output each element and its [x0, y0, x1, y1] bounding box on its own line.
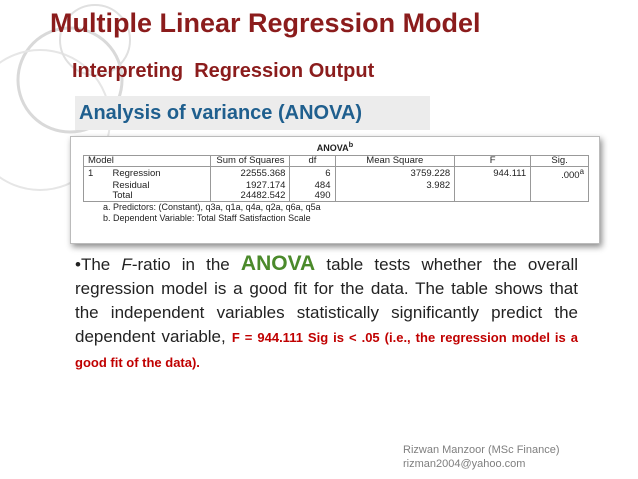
anova-table: Model Sum of Squares df Mean Square F Si…	[82, 155, 589, 203]
anova-table-image: ANOVAb Model Sum of Squares df Mean Squa…	[70, 136, 600, 244]
credit: Rizwan Manzoor (MSc Finance) rizman2004@…	[403, 443, 560, 471]
text: •The	[75, 255, 122, 274]
df: 484	[289, 181, 336, 192]
f-value: 944.111	[454, 166, 532, 182]
header: Sig.	[530, 155, 589, 167]
caption: ANOVA	[316, 143, 349, 153]
text: -ratio in the	[131, 255, 241, 274]
text-emphasis: F = 944.111 Sig is < .05 (i.e., the regr…	[75, 330, 578, 370]
row-label: Residual	[108, 181, 212, 192]
text: table tests whether the overall regressi…	[75, 255, 579, 346]
table-caption: ANOVAb	[71, 140, 599, 153]
row-label: Regression	[108, 166, 212, 182]
title: Multiple Linear Regression Model	[50, 8, 481, 38]
author: Rizwan Manzoor (MSc Finance)	[403, 444, 560, 456]
body-text: •The F-ratio in the ANOVA table tests wh…	[75, 252, 578, 375]
caption-note: b	[348, 140, 354, 149]
header: df	[289, 155, 336, 167]
header: Model	[82, 155, 212, 167]
sig-value: .000	[561, 170, 580, 182]
df: 490	[289, 191, 336, 203]
model: 1	[83, 166, 109, 182]
footnote: a. Predictors: (Constant), q3a, q1a, q4a…	[103, 202, 321, 213]
sig: .000a	[530, 166, 589, 182]
footnote: b. Dependent Variable: Total Staff Satis…	[103, 213, 311, 224]
sum-of-squares: 24482.542	[210, 191, 291, 203]
text-highlight: ANOVA	[240, 252, 316, 275]
df: 6	[289, 166, 336, 182]
header: F	[454, 155, 532, 167]
sig-note: a	[579, 167, 584, 176]
subtitle: Interpreting Regression Output	[72, 60, 375, 82]
email: rizman2004@yahoo.com	[403, 458, 526, 470]
row-label: Total	[108, 191, 212, 203]
header: Mean Square	[334, 155, 456, 167]
sum-of-squares: 22555.368	[210, 166, 291, 182]
header: Sum of Squares	[210, 155, 291, 167]
mean-square: 3.982	[334, 181, 456, 192]
text-italic: F	[121, 255, 132, 274]
mean-square: 3759.228	[334, 166, 456, 182]
section-heading: Analysis of variance (ANOVA)	[75, 96, 430, 130]
